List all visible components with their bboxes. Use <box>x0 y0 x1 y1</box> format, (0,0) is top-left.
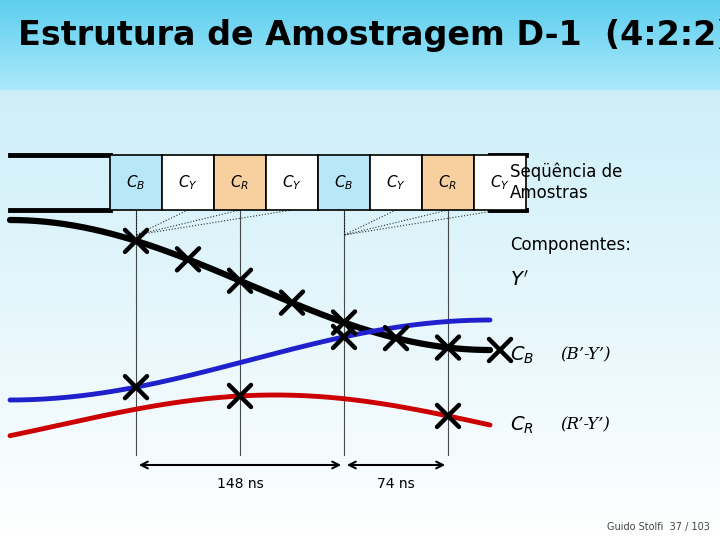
Text: Seqüência de
Amostras: Seqüência de Amostras <box>510 163 622 202</box>
Text: $C_B$: $C_B$ <box>510 345 534 366</box>
Text: $C_{Y}$: $C_{Y}$ <box>490 173 510 192</box>
Bar <box>474 155 526 210</box>
Bar <box>214 155 266 210</box>
Text: (R’-Y’): (R’-Y’) <box>560 416 610 434</box>
Bar <box>370 155 422 210</box>
Text: Guido Stolfi  37 / 103: Guido Stolfi 37 / 103 <box>607 522 710 532</box>
Bar <box>266 155 318 210</box>
Text: $C_{Y}$: $C_{Y}$ <box>178 173 198 192</box>
Bar <box>162 155 214 210</box>
Bar <box>318 155 370 210</box>
Text: Componentes:: Componentes: <box>510 236 631 254</box>
Text: (B’-Y’): (B’-Y’) <box>560 347 611 363</box>
Text: $C_{Y}$: $C_{Y}$ <box>386 173 406 192</box>
Text: $C_{R}$: $C_{R}$ <box>438 173 457 192</box>
Text: $C_R$: $C_R$ <box>510 414 534 436</box>
Text: $C_{R}$: $C_{R}$ <box>230 173 250 192</box>
Text: Estrutura de Amostragem D-1  (4:2:2): Estrutura de Amostragem D-1 (4:2:2) <box>18 18 720 51</box>
Text: $C_{B}$: $C_{B}$ <box>126 173 145 192</box>
Bar <box>0 0 720 90</box>
Bar <box>110 155 162 210</box>
Text: $C_{B}$: $C_{B}$ <box>334 173 354 192</box>
Text: 148 ns: 148 ns <box>217 477 264 491</box>
Bar <box>422 155 474 210</box>
Text: $C_{Y}$: $C_{Y}$ <box>282 173 302 192</box>
Text: 74 ns: 74 ns <box>377 477 415 491</box>
Text: $Y'$: $Y'$ <box>510 270 528 290</box>
